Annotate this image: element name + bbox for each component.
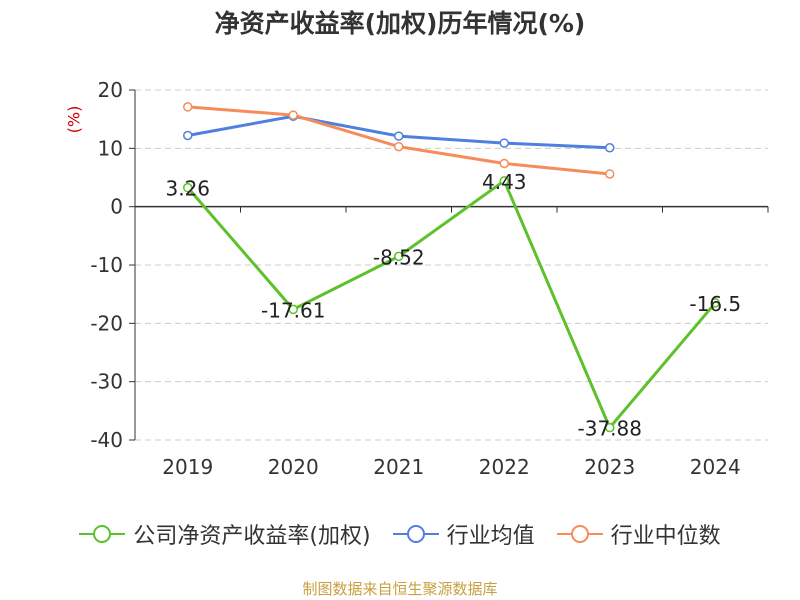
data-point-company xyxy=(394,251,404,262)
series-line-company xyxy=(186,179,717,430)
y-tick-label: 10 xyxy=(98,136,123,160)
y-tick-label: -10 xyxy=(90,253,123,277)
x-tick-label: 2019 xyxy=(162,455,213,479)
data-point-company xyxy=(605,422,615,433)
legend-company-label: 公司净资产收益率(加权) xyxy=(133,524,371,549)
data-label: -16.5 xyxy=(689,292,741,316)
data-source-note: 制图数据来自恒生聚源数据库 xyxy=(302,580,498,598)
data-point-industry_median xyxy=(499,158,509,169)
legend-industry-median-label: 行业中位数 xyxy=(610,524,721,549)
data-point-industry_median xyxy=(605,169,615,179)
y-tick-label: 0 xyxy=(110,195,123,219)
data-point-company xyxy=(183,182,193,193)
data-point-company xyxy=(710,298,720,308)
data-point-industry_avg xyxy=(394,131,404,141)
x-tick-label: 2022 xyxy=(479,455,530,479)
y-tick-label: -30 xyxy=(90,370,123,394)
chart-legend: 公司净资产收益率(加权) 行业均值 行业中位数 xyxy=(0,518,800,550)
y-tick-label: -20 xyxy=(90,311,123,335)
data-point-industry_avg xyxy=(183,130,193,141)
x-tick-label: 2024 xyxy=(690,455,741,479)
y-tick-label: -40 xyxy=(90,428,123,452)
legend-item-industry-avg[interactable]: 行业均值 xyxy=(392,518,535,550)
data-point-industry_avg xyxy=(605,143,615,153)
data-label: 4.43 xyxy=(482,170,527,194)
legend-item-company[interactable]: 公司净资产收益率(加权) xyxy=(79,518,371,550)
data-point-industry_median xyxy=(288,110,298,120)
legend-company-marker xyxy=(79,525,126,543)
data-label: -17.61 xyxy=(261,298,325,322)
data-label: -8.52 xyxy=(373,245,425,269)
legend-item-industry-median[interactable]: 行业中位数 xyxy=(556,518,721,550)
x-tick-label: 2021 xyxy=(373,455,424,479)
data-label: -37.88 xyxy=(578,417,642,441)
data-point-company xyxy=(499,176,509,186)
data-label: 3.26 xyxy=(165,177,210,201)
x-tick-label: 2020 xyxy=(268,455,319,479)
data-point-company xyxy=(288,304,298,315)
data-point-industry_median xyxy=(394,141,404,152)
legend-industry-median-marker xyxy=(556,525,603,543)
y-tick-label: 20 xyxy=(98,78,123,102)
legend-industry-avg-label: 行业均值 xyxy=(446,524,535,549)
chart-title: 净资产收益率(加权)历年情况(%) xyxy=(214,9,586,38)
data-point-industry_median xyxy=(183,102,193,112)
data-point-industry_avg xyxy=(499,138,509,148)
x-tick-label: 2023 xyxy=(584,455,635,479)
legend-industry-avg-marker xyxy=(392,525,439,543)
